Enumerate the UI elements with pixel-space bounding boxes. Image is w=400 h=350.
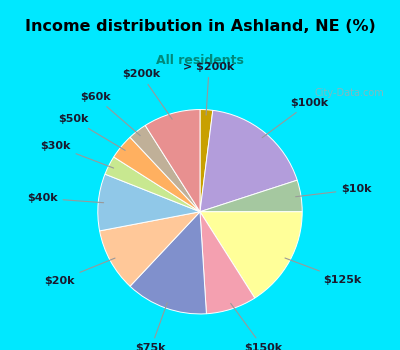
Text: $40k: $40k bbox=[27, 193, 104, 203]
Text: $60k: $60k bbox=[80, 92, 140, 136]
Wedge shape bbox=[200, 212, 255, 314]
Wedge shape bbox=[130, 125, 200, 212]
Wedge shape bbox=[114, 137, 200, 212]
Wedge shape bbox=[200, 110, 297, 212]
Text: $50k: $50k bbox=[58, 114, 125, 150]
Wedge shape bbox=[200, 110, 213, 212]
Wedge shape bbox=[100, 212, 200, 286]
Text: Income distribution in Ashland, NE (%): Income distribution in Ashland, NE (%) bbox=[25, 19, 375, 34]
Wedge shape bbox=[105, 157, 200, 212]
Text: $20k: $20k bbox=[44, 258, 115, 286]
Wedge shape bbox=[98, 174, 200, 231]
Text: City-Data.com: City-Data.com bbox=[314, 89, 384, 98]
Text: $100k: $100k bbox=[262, 98, 328, 138]
Text: $200k: $200k bbox=[122, 69, 172, 119]
Wedge shape bbox=[200, 180, 302, 212]
Text: $125k: $125k bbox=[285, 258, 362, 285]
Text: All residents: All residents bbox=[156, 54, 244, 67]
Wedge shape bbox=[200, 212, 302, 298]
Wedge shape bbox=[130, 212, 206, 314]
Text: $10k: $10k bbox=[296, 184, 372, 197]
Text: $30k: $30k bbox=[40, 141, 114, 168]
Wedge shape bbox=[145, 110, 200, 212]
Text: $150k: $150k bbox=[231, 303, 282, 350]
Text: > $200k: > $200k bbox=[184, 62, 235, 115]
Text: $75k: $75k bbox=[136, 303, 167, 350]
